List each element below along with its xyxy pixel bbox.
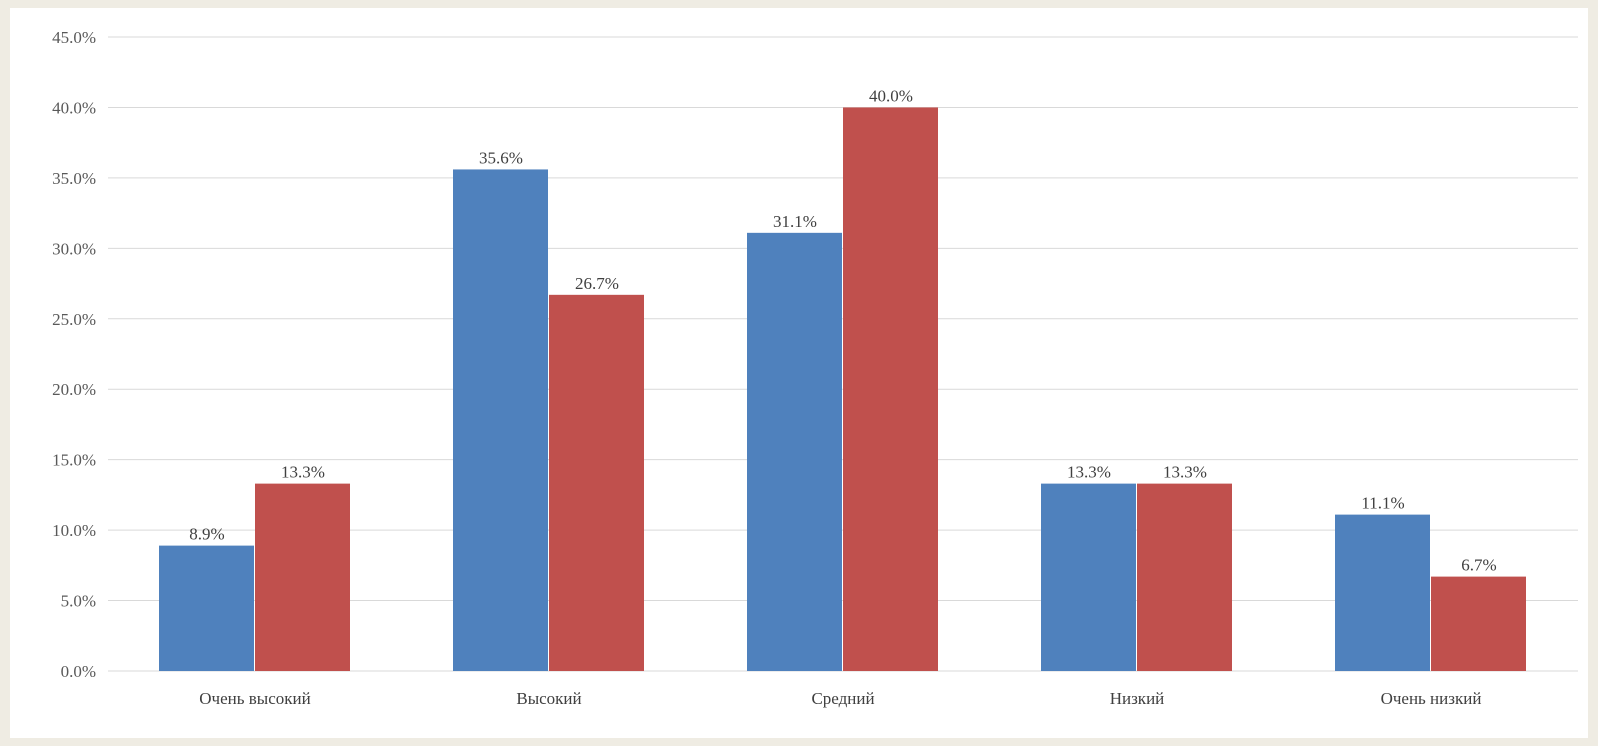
y-tick-label: 40.0% bbox=[52, 98, 96, 117]
x-category-label: Очень высокий bbox=[199, 689, 310, 708]
data-label: 35.6% bbox=[479, 148, 523, 167]
y-tick-label: 25.0% bbox=[52, 310, 96, 329]
data-label: 6.7% bbox=[1461, 556, 1496, 575]
data-label: 40.0% bbox=[869, 86, 913, 105]
bar-series1-cat5 bbox=[1335, 514, 1430, 671]
bar-series2-cat4 bbox=[1137, 483, 1232, 671]
y-tick-label: 35.0% bbox=[52, 169, 96, 188]
y-tick-label: 45.0% bbox=[52, 28, 96, 47]
y-tick-label: 0.0% bbox=[61, 662, 96, 681]
bar-series1-cat4 bbox=[1041, 483, 1136, 671]
data-label: 26.7% bbox=[575, 274, 619, 293]
x-category-label: Очень низкий bbox=[1381, 689, 1482, 708]
data-label: 11.1% bbox=[1361, 494, 1404, 513]
data-label: 31.1% bbox=[773, 212, 817, 231]
data-label: 13.3% bbox=[1163, 463, 1207, 482]
bars bbox=[159, 107, 1526, 672]
y-tick-label: 10.0% bbox=[52, 521, 96, 540]
bar-series2-cat1 bbox=[255, 483, 350, 671]
x-axis-categories: Очень высокий Высокий Средний Низкий Очень н… bbox=[199, 689, 1481, 708]
bar-series2-cat5 bbox=[1431, 576, 1526, 671]
chart-panel: 0.0% 5.0% 10.0% 15.0% 20.0% 25.0% 30.0% 35.0% 40… bbox=[10, 8, 1588, 738]
bar-series2-cat3 bbox=[843, 107, 938, 671]
bar-series1-cat3 bbox=[747, 232, 842, 671]
y-tick-label: 20.0% bbox=[52, 380, 96, 399]
data-label: 8.9% bbox=[189, 525, 224, 544]
x-category-label: Средний bbox=[811, 689, 874, 708]
data-label: 13.3% bbox=[1067, 463, 1111, 482]
data-labels: 8.9% 13.3% 35.6% 26.7% 31.1% 40.0% 13.3% 13.3% 1… bbox=[189, 86, 1496, 574]
y-tick-label: 5.0% bbox=[61, 592, 96, 611]
bar-series2-cat2 bbox=[549, 294, 644, 671]
x-category-label: Высокий bbox=[516, 689, 581, 708]
bar-series1-cat1 bbox=[159, 545, 254, 671]
y-axis-ticks: 0.0% 5.0% 10.0% 15.0% 20.0% 25.0% 30.0% 35.0% 40… bbox=[52, 28, 96, 681]
x-category-label: Низкий bbox=[1110, 689, 1165, 708]
y-tick-label: 15.0% bbox=[52, 451, 96, 470]
y-tick-label: 30.0% bbox=[52, 239, 96, 258]
bar-chart: 0.0% 5.0% 10.0% 15.0% 20.0% 25.0% 30.0% 35.0% 40… bbox=[52, 28, 1578, 708]
bar-series1-cat2 bbox=[453, 169, 548, 672]
data-label: 13.3% bbox=[281, 463, 325, 482]
